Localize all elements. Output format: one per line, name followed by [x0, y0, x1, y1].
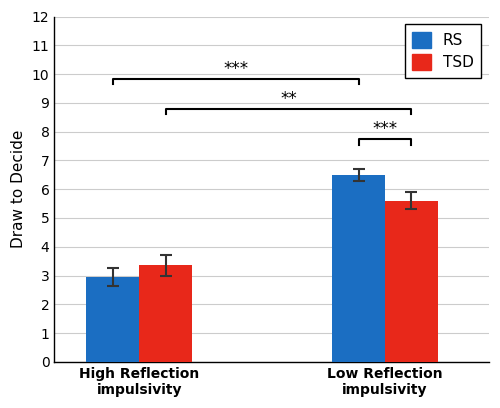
Bar [332, 175, 385, 362]
Text: ***: *** [223, 60, 248, 78]
Bar [385, 201, 438, 362]
Y-axis label: Draw to Decide: Draw to Decide [11, 130, 26, 248]
Legend: RS, TSD: RS, TSD [404, 24, 481, 78]
Text: **: ** [280, 90, 297, 108]
Bar [140, 266, 192, 362]
Bar [86, 277, 140, 362]
Text: ***: *** [372, 120, 398, 138]
